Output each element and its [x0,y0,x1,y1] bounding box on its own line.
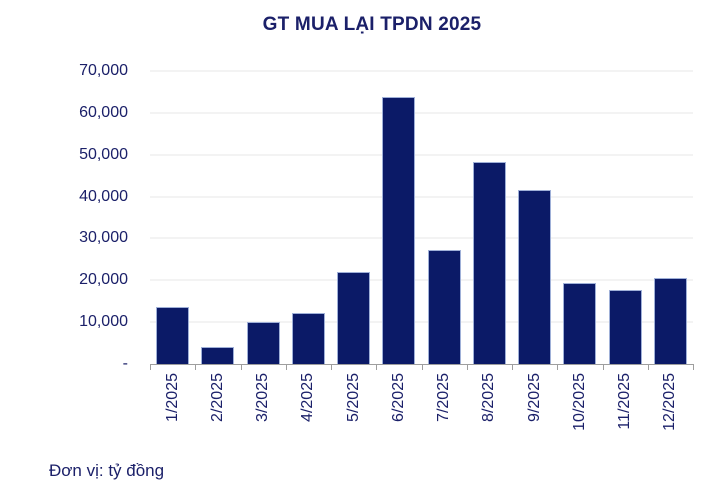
axis-tick [421,364,423,370]
gridline [150,111,693,114]
axis-tick [557,364,559,370]
bar [382,96,416,364]
gridline [150,153,693,156]
y-axis-tick-label: 20,000 [79,271,128,289]
y-axis-tick-label: 10,000 [79,313,128,331]
axis-tick [195,364,197,370]
axis-tick [376,364,378,370]
gridline [150,195,693,198]
unit-note: Đơn vị: tỷ đồng [49,461,165,480]
axis-tick [240,364,242,370]
bar [563,282,597,364]
x-axis-tick-label: 9/2025 [525,373,543,422]
axis-tick [285,364,287,370]
x-axis-tick-label: 11/2025 [616,373,634,430]
x-axis-tick-label: 4/2025 [299,373,317,422]
y-axis-tick-label: 40,000 [79,187,128,205]
chart-title: GT MUA LẠI TPDN 2025 [262,14,482,35]
y-axis-tick-label: 50,000 [79,145,128,163]
bar [201,347,235,364]
gridline [150,237,693,240]
x-axis-tick-label: 12/2025 [661,373,679,431]
bar [608,289,642,364]
axis-tick [602,364,604,370]
axis-tick [150,364,151,370]
x-axis-tick-label: 10/2025 [570,373,588,431]
bar [337,272,371,364]
bar [653,278,687,364]
x-axis-tick-label: 8/2025 [480,373,498,422]
y-axis-tick-label: 60,000 [79,103,128,121]
y-axis-tick-label: - [122,355,128,372]
bar [246,321,280,364]
axis-tick [466,364,468,370]
x-axis-tick-label: 3/2025 [254,373,272,422]
x-axis-tick-label: 2/2025 [208,373,226,422]
gridline [150,321,693,324]
x-axis-tick-label: 6/2025 [389,373,407,422]
bar [427,250,461,364]
axis-tick [693,364,694,370]
bar [291,313,325,364]
axis-tick [647,364,649,370]
y-axis-tick-label: 30,000 [79,229,128,247]
bar [156,306,190,364]
bar [518,190,552,364]
gridline [150,279,693,282]
gridline [150,70,693,72]
bar [472,161,506,364]
x-axis-tick-label: 5/2025 [344,373,362,422]
x-axis-tick-label: 1/2025 [163,373,181,422]
axis-tick [331,364,332,370]
axis-tick [512,364,513,370]
x-axis-tick-label: 7/2025 [435,373,453,422]
y-axis-tick-label: 70,000 [79,62,128,79]
